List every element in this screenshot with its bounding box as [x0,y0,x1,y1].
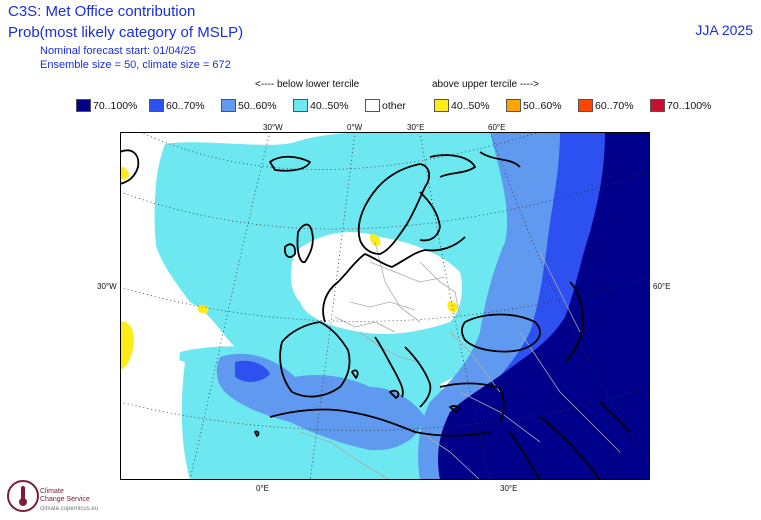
logo-url: climate.copernicus.eu [40,506,99,512]
legend-swatch [221,99,236,112]
region-other-europe [290,232,462,334]
legend-label: other [382,99,406,112]
copernicus-logo [7,480,39,512]
legend-item-below-40-50: 40..50% [293,99,349,112]
lat-label-right: 60°E [653,282,671,291]
legend-label: 40..50% [310,99,349,112]
region-above-40-50-sea [197,304,209,314]
graticule [120,132,650,480]
legend-swatch [149,99,164,112]
region-below-70-100-east [438,132,650,480]
legend-label: 70..100% [667,99,712,112]
region-above-40-50-east [447,301,458,313]
region-above-40-50-greenland [120,166,129,180]
ensemble-size: Ensemble size = 50, climate size = 672 [40,59,231,71]
legend-swatch [76,99,91,112]
logo-text: Climate Change Service [40,488,110,504]
legend-item-below-70-100: 70..100% [76,99,137,112]
legend-swatch [365,99,380,112]
legend-swatch [506,99,521,112]
legend-label: 70..100% [93,99,138,112]
legend-label: 50..60% [523,99,562,112]
legend-item-other: other [365,99,406,112]
map-subtitle: Prob(most likely category of MSLP) [8,24,244,41]
above-tercile-label: above upper tercile ----> [432,79,539,90]
legend-item-above-40-50: 40..50% [434,99,490,112]
legend-label: 50..60% [238,99,277,112]
region-above-40-50-atlantic [120,321,134,370]
lat-label-left: 30°W [97,282,117,291]
legend-item-below-50-60: 50..60% [221,99,277,112]
legend-swatch [578,99,593,112]
logo-line2: Change Service [40,496,90,503]
logo-ring [7,480,39,512]
region-other-southwest [120,360,190,480]
forecast-start: Nominal forecast start: 01/04/25 [40,45,196,57]
legend-label: 40..50% [451,99,490,112]
country-borders [299,241,621,480]
region-other-atlantic [120,132,210,362]
season-label: JJA 2025 [695,22,753,38]
region-above-40-50-north [369,234,381,246]
legend-item-above-50-60: 50..60% [506,99,562,112]
legend-item-above-60-70: 60..70% [578,99,634,112]
coastlines [120,149,631,480]
logo-line1: Climate [40,488,64,495]
lon-label-0e-bottom: 0°E [256,484,269,493]
legend-label: 60..70% [595,99,634,112]
legend-swatch [293,99,308,112]
below-tercile-label: <---- below lower tercile [255,79,360,90]
lon-label-30e-top: 30°E [407,123,425,132]
legend-swatch [650,99,665,112]
lon-label-60e-top: 60°E [488,123,506,132]
thermometer-icon [21,486,25,500]
legend-label: 60..70% [166,99,205,112]
lon-label-30e-bottom: 30°E [500,484,518,493]
region-below-60-70-med [235,360,270,382]
map-frame [120,132,650,480]
probability-map [120,132,650,480]
legend-item-above-70-100: 70..100% [650,99,711,112]
map-title: C3S: Met Office contribution [8,3,196,20]
legend-item-below-60-70: 60..70% [149,99,205,112]
legend-swatch [434,99,449,112]
thermometer-bulb [19,498,27,506]
lon-label-30w-top: 30°W [263,123,283,132]
lon-label-0w-top: 0°W [347,123,363,132]
